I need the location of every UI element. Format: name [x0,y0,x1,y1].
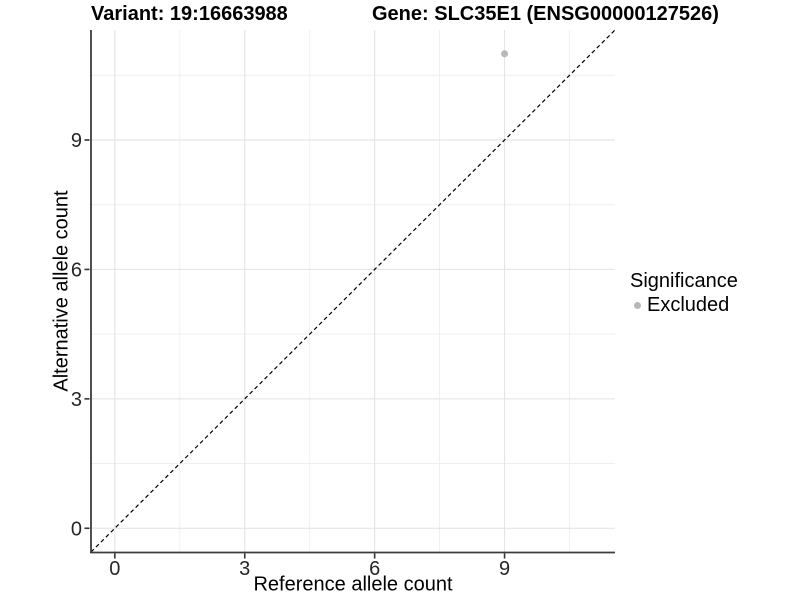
x-tick-label: 6 [369,558,380,580]
identity-line [90,29,616,553]
y-tick-label: 0 [71,518,82,540]
x-tick-label: 9 [499,558,510,580]
legend-item-label: Excluded [647,294,730,316]
x-tick-label: 3 [239,558,250,580]
variant-title: Variant: 19:16663988 [91,3,288,25]
y-tick-label: 3 [71,389,82,411]
legend-point-icon [634,301,641,309]
legend: Significance Excluded [630,270,738,316]
legend-title: Significance [630,270,738,292]
x-tick-label: 0 [109,558,120,580]
data-point [501,50,509,58]
y-axis-label: Alternative allele count [50,190,73,392]
y-tick-label: 9 [71,130,82,152]
x-axis-label: Reference allele count [253,573,453,596]
y-tick-label: 6 [71,259,82,281]
legend-item-excluded: Excluded [630,294,738,316]
gene-title: Gene: SLC35E1 (ENSG00000127526) [372,3,719,25]
